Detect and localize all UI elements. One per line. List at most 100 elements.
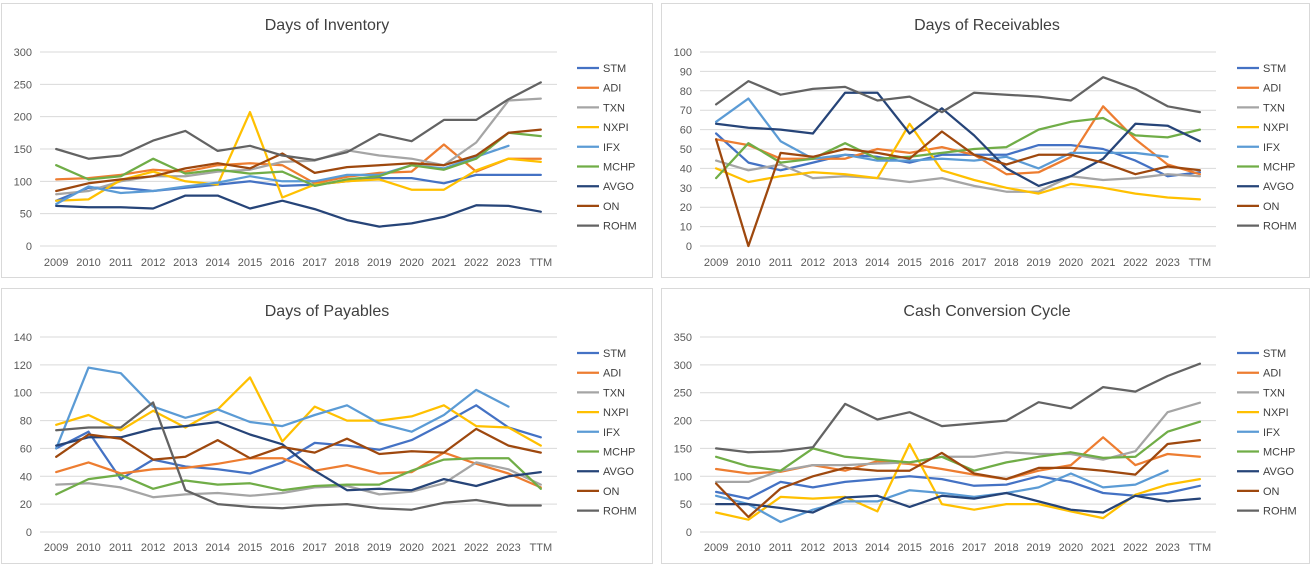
y-tick-label: 100: [14, 388, 32, 400]
x-tick-label: 2018: [335, 542, 359, 554]
series-line-stm: [714, 132, 1202, 178]
series-line-avgo: [55, 194, 542, 228]
legend-label-rohm: ROHM: [603, 221, 637, 233]
days-of-receivables-svg: Days of Receivables 0 10 20 30 40 50 60 70 80 90 10…: [674, 17, 1297, 269]
legend-label-ifx: IFX: [603, 427, 621, 439]
y-tick-label: 60: [680, 125, 692, 137]
y-tick-label: 0: [26, 527, 32, 539]
x-tick-label: 2016: [930, 257, 954, 269]
x-tick-label: 2014: [865, 542, 889, 554]
y-tick-label: 50: [680, 499, 692, 511]
y-tick-label: 140: [14, 332, 32, 344]
x-tick-label: 2021: [1091, 542, 1115, 554]
x-tick-label: 2021: [1091, 257, 1115, 269]
chart-title: Days of Receivables: [914, 17, 1060, 34]
x-tick-label: 2021: [432, 257, 456, 269]
days-of-inventory-chart: Days of Inventory 0 50 100 150 200 250 300 2009 2…: [1, 3, 653, 278]
series-line-on: [55, 427, 542, 461]
x-tick-label: 2015: [897, 257, 921, 269]
cash-conversion-cycle-svg: Cash Conversion Cycle 0 50 100 150 200 250 300 3…: [674, 303, 1297, 554]
x-tick-label: 2016: [930, 542, 954, 554]
x-tick-label: 2013: [173, 542, 197, 554]
x-tick-label: 2014: [205, 542, 229, 554]
days-of-receivables-chart: Days of Receivables 0 10 20 30 40 50 60 70 80 90 10…: [661, 3, 1310, 278]
x-tick-label: 2018: [994, 257, 1018, 269]
legend-label-stm: STM: [1263, 348, 1286, 360]
series-line-nxpi: [55, 110, 542, 202]
series-line-on: [55, 128, 542, 193]
x-tick-label: 2016: [270, 542, 294, 554]
x-tick-label: 2016: [270, 257, 294, 269]
y-tick-label: 100: [14, 176, 32, 188]
legend-label-adi: ADI: [1263, 368, 1281, 380]
x-tick-label: 2010: [736, 257, 760, 269]
x-tick-label: TTM: [530, 542, 553, 554]
x-tick-label: 2018: [994, 542, 1018, 554]
x-tick-label: TTM: [1189, 542, 1212, 554]
legend-label-on: ON: [1263, 486, 1280, 498]
x-tick-label: 2017: [962, 257, 986, 269]
x-tick-label: 2012: [141, 542, 165, 554]
legend-label-adi: ADI: [603, 368, 621, 380]
legend-label-adi: ADI: [1263, 83, 1281, 95]
legend-label-stm: STM: [603, 63, 626, 75]
x-tick-label: 2023: [496, 257, 520, 269]
days-of-payables-svg: Days of Payables 0 20 40 60 80 100 120 140 2009 20…: [14, 303, 637, 554]
legend-label-avgo: AVGO: [1263, 466, 1294, 478]
x-tick-label: 2009: [704, 542, 728, 554]
series-line-avgo: [55, 420, 542, 492]
legend-label-mchp: MCHP: [603, 447, 635, 459]
x-tick-label: 2011: [109, 257, 133, 269]
x-tick-label: 2015: [238, 257, 262, 269]
x-tick-label: 2011: [109, 542, 133, 554]
y-tick-label: 50: [680, 144, 692, 156]
legend-label-mchp: MCHP: [603, 162, 635, 174]
series-line-avgo: [714, 91, 1202, 188]
legend-label-ifx: IFX: [603, 142, 621, 154]
series-line-stm: [55, 404, 542, 481]
series-line-txn: [55, 461, 542, 499]
y-tick-label: 10: [680, 222, 692, 234]
y-tick-label: 120: [14, 360, 32, 372]
legend-label-on: ON: [603, 201, 620, 213]
chart-title: Days of Inventory: [265, 17, 390, 34]
y-tick-label: 20: [20, 499, 32, 511]
series-line-mchp: [714, 116, 1202, 180]
legend-label-avgo: AVGO: [603, 466, 634, 478]
x-tick-label: 2012: [141, 257, 165, 269]
legend-label-txn: TXN: [1263, 102, 1285, 114]
x-tick-label: 2014: [865, 257, 889, 269]
x-tick-label: 2023: [496, 542, 520, 554]
series-line-mchp: [55, 131, 542, 188]
y-tick-label: 200: [674, 416, 692, 428]
legend-label-nxpi: NXPI: [603, 122, 629, 134]
legend-label-nxpi: NXPI: [603, 407, 629, 419]
legend-label-txn: TXN: [1263, 387, 1285, 399]
y-tick-label: 40: [20, 471, 32, 483]
y-tick-label: 0: [686, 527, 692, 539]
y-tick-label: 350: [674, 332, 692, 344]
series-line-mchp: [55, 457, 542, 496]
legend-label-on: ON: [603, 486, 620, 498]
x-tick-label: 2011: [769, 257, 793, 269]
x-tick-label: TTM: [530, 257, 553, 269]
y-tick-label: 40: [680, 163, 692, 175]
x-tick-label: 2019: [367, 542, 391, 554]
x-tick-label: 2015: [897, 542, 921, 554]
x-tick-label: 2010: [76, 257, 100, 269]
legend-label-stm: STM: [1263, 63, 1286, 75]
series-line-txn: [714, 401, 1202, 484]
x-tick-label: 2019: [1026, 542, 1050, 554]
series-line-rohm: [714, 362, 1202, 454]
x-tick-label: 2020: [1059, 542, 1083, 554]
legend-label-rohm: ROHM: [603, 506, 637, 518]
y-tick-label: 150: [14, 144, 32, 156]
x-tick-label: 2020: [399, 542, 423, 554]
chart-title: Cash Conversion Cycle: [903, 303, 1070, 320]
legend-label-rohm: ROHM: [1263, 221, 1297, 233]
cash-conversion-cycle-chart: Cash Conversion Cycle 0 50 100 150 200 250 300 3…: [661, 288, 1310, 564]
x-tick-label: 2017: [962, 542, 986, 554]
legend-label-nxpi: NXPI: [1263, 122, 1289, 134]
series-line-avgo: [714, 491, 1202, 514]
x-tick-label: 2011: [769, 542, 793, 554]
